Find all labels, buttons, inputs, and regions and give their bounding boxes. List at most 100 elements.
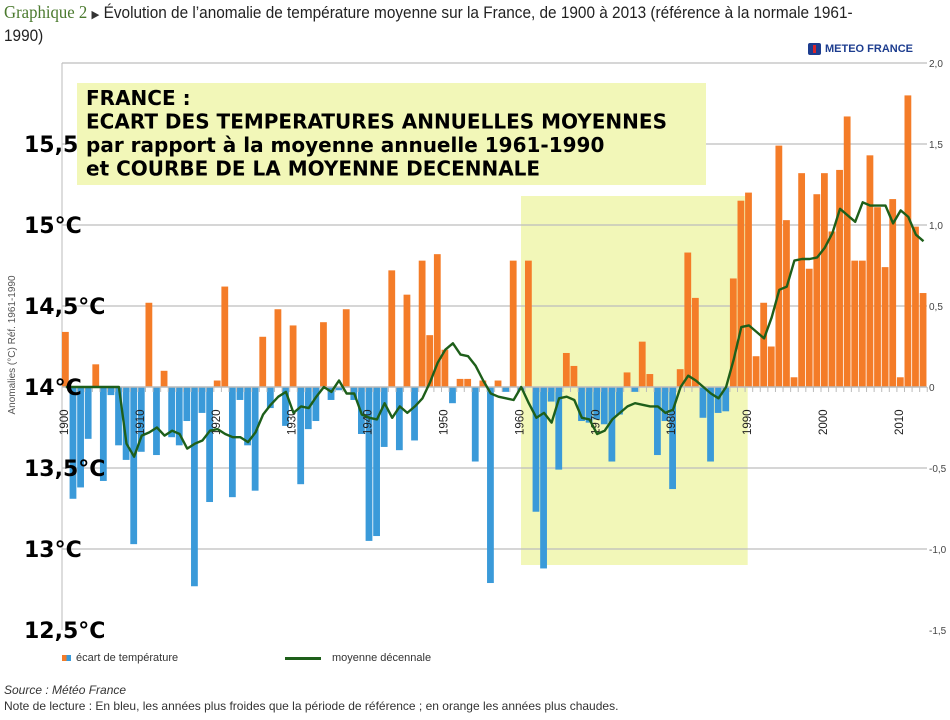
bar-1926 — [259, 336, 267, 387]
bar-1908 — [122, 387, 130, 460]
annotation-line: ECART DES TEMPERATURES ANNUELLES MOYENNE… — [86, 110, 667, 134]
bar-1917 — [191, 387, 198, 587]
bar-1978 — [654, 387, 661, 456]
bar-1901 — [69, 387, 77, 499]
bar-1954 — [471, 387, 479, 462]
bar-1981 — [676, 369, 684, 387]
bar-1980 — [669, 387, 676, 490]
bar-1958 — [502, 387, 510, 392]
legend-line: moyenne décennale — [285, 652, 431, 664]
bar-1961 — [524, 260, 532, 387]
bar-1972 — [608, 387, 616, 462]
bar-1944 — [395, 387, 403, 451]
x-tick-label: 1940 — [363, 409, 375, 435]
legend-bar-swatch — [62, 655, 71, 661]
bar-2013 — [919, 293, 927, 387]
bar-1991 — [752, 356, 760, 387]
bar-1982 — [684, 252, 692, 387]
bar-1985 — [707, 387, 714, 462]
bar-1948 — [426, 335, 434, 387]
bar-1933 — [312, 387, 320, 422]
bar-1949 — [433, 254, 441, 387]
bar-1952 — [456, 378, 464, 387]
bar-1921 — [221, 286, 229, 387]
bar-1975 — [631, 387, 639, 392]
bar-2010 — [896, 377, 904, 387]
legend-bars-label: écart de température — [76, 652, 179, 664]
bar-1943 — [388, 270, 396, 387]
bar-1994 — [775, 145, 783, 387]
reference-period-highlight — [520, 196, 748, 565]
chart-title: Graphique 2 ▶ Évolution de l’anomalie de… — [4, 2, 869, 47]
bar-1969 — [585, 387, 593, 423]
bar-1936 — [335, 387, 343, 391]
bar-1986 — [714, 387, 722, 413]
y-tick-label: 1,5 — [929, 140, 943, 151]
bar-1928 — [274, 309, 282, 387]
bar-1925 — [251, 387, 259, 491]
bar-1916 — [183, 387, 191, 422]
bar-2002 — [836, 169, 843, 387]
bar-1966 — [562, 352, 570, 387]
y-tick-label: 0 — [929, 383, 935, 394]
bar-1947 — [418, 260, 426, 387]
overlay-temperature-label: 14°C — [24, 376, 82, 401]
bar-1945 — [403, 294, 411, 387]
bar-1910 — [137, 387, 145, 452]
x-tick-label: 1980 — [666, 409, 678, 435]
overlay-temperature-label: 15,5 — [24, 133, 78, 158]
x-tick-label: 1920 — [211, 409, 223, 435]
bar-1999 — [813, 194, 821, 387]
bar-1987 — [722, 387, 730, 412]
decadal-mean-line — [65, 201, 925, 458]
bar-1996 — [790, 377, 798, 387]
y-tick-label: 2,0 — [929, 59, 943, 70]
bar-1940 — [365, 387, 373, 541]
x-tick-label: 1900 — [59, 409, 71, 435]
bar-1915 — [175, 387, 183, 446]
bar-2008 — [881, 267, 889, 387]
bar-1907 — [115, 387, 122, 446]
reading-note: Note de lecture : En bleu, les années pl… — [4, 699, 619, 713]
bar-1942 — [380, 387, 388, 447]
bar-2005 — [858, 260, 866, 387]
bar-1971 — [600, 387, 608, 425]
annotation-line: par rapport à la moyenne annuelle 1961-1… — [86, 133, 604, 157]
bar-1963 — [540, 387, 547, 569]
legend-line-label: moyenne décennale — [332, 652, 432, 664]
bar-1990 — [745, 192, 752, 387]
bar-1956 — [487, 387, 494, 584]
figure-title: Évolution de l’anomalie de température m… — [4, 4, 853, 45]
triangle-right-icon: ▶ — [91, 9, 100, 21]
bar-1983 — [691, 297, 699, 387]
annotation-line: FRANCE : — [86, 86, 191, 110]
bar-1912 — [153, 387, 160, 456]
meteo-france-logo: METEO FRANCE — [808, 43, 913, 55]
bar-1974 — [623, 372, 631, 387]
bar-1913 — [160, 370, 168, 387]
bar-1993 — [767, 346, 775, 387]
bar-1923 — [236, 387, 244, 400]
bar-1953 — [464, 378, 472, 387]
x-tick-label: 1910 — [135, 409, 147, 435]
meteo-france-logo-icon — [808, 43, 821, 55]
bar-1920 — [213, 380, 221, 387]
bar-1977 — [646, 374, 654, 387]
bar-1931 — [297, 387, 305, 485]
bar-1929 — [282, 387, 289, 426]
figure-label: Graphique 2 — [4, 2, 88, 22]
bar-1902 — [77, 387, 84, 488]
overlay-temperature-label: 12,5°C — [24, 619, 105, 644]
bar-1992 — [760, 302, 768, 387]
bar-1998 — [805, 268, 813, 387]
bar-1911 — [145, 302, 153, 387]
bar-1924 — [244, 387, 251, 446]
annotation-line: et COURBE DE LA MOYENNE DECENNALE — [86, 157, 540, 181]
bar-1937 — [342, 309, 350, 387]
bar-1903 — [84, 387, 92, 439]
bar-1964 — [547, 387, 555, 402]
bar-1905 — [99, 387, 107, 481]
bar-2011 — [904, 95, 912, 388]
bar-1930 — [289, 325, 297, 387]
bar-1965 — [555, 387, 563, 470]
